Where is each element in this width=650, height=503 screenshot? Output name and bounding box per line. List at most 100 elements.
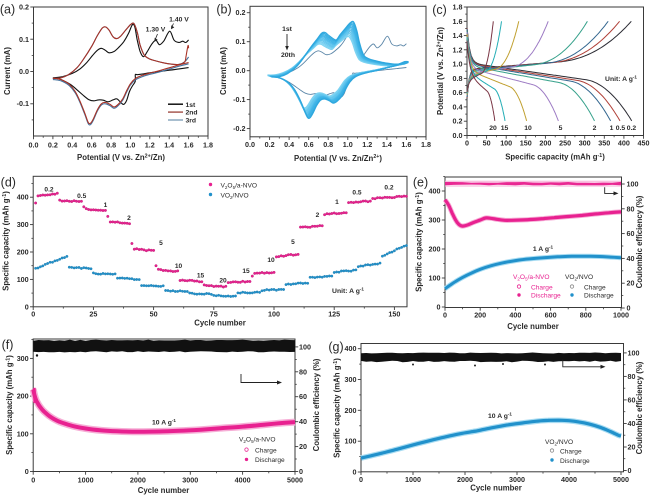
svg-text:0.2: 0.2 bbox=[44, 187, 53, 194]
svg-text:1.4: 1.4 bbox=[453, 31, 463, 40]
svg-text:0.4: 0.4 bbox=[284, 140, 294, 149]
svg-text:Current (mA): Current (mA) bbox=[3, 47, 12, 95]
svg-text:Specific capacity (mAh g-1): Specific capacity (mAh g-1) bbox=[333, 358, 342, 458]
svg-text:2: 2 bbox=[593, 125, 597, 132]
svg-text:300: 300 bbox=[429, 216, 441, 225]
svg-text:0.1: 0.1 bbox=[236, 37, 246, 46]
svg-text:450: 450 bbox=[638, 139, 650, 148]
svg-text:0: 0 bbox=[31, 310, 35, 319]
svg-text:100: 100 bbox=[345, 437, 357, 446]
svg-text:60: 60 bbox=[627, 229, 635, 238]
svg-text:0.0: 0.0 bbox=[245, 140, 255, 149]
svg-text:100: 100 bbox=[500, 139, 512, 148]
svg-text:50: 50 bbox=[150, 310, 158, 319]
svg-text:0: 0 bbox=[25, 467, 29, 476]
svg-text:200: 200 bbox=[17, 248, 29, 257]
svg-text:0.4: 0.4 bbox=[67, 141, 77, 150]
svg-text:100: 100 bbox=[627, 180, 639, 189]
svg-text:200: 200 bbox=[474, 310, 486, 319]
svg-text:1: 1 bbox=[610, 125, 614, 132]
svg-text:V2O5/a-NVO: V2O5/a-NVO bbox=[239, 437, 276, 445]
svg-text:400: 400 bbox=[17, 193, 29, 202]
svg-text:Current (mA): Current (mA) bbox=[219, 47, 228, 95]
svg-text:400: 400 bbox=[618, 139, 630, 148]
svg-text:0.0: 0.0 bbox=[19, 67, 29, 76]
svg-text:Charge: Charge bbox=[560, 448, 582, 455]
svg-text:3rd: 3rd bbox=[186, 118, 197, 125]
svg-text:15: 15 bbox=[197, 273, 205, 280]
svg-text:2nd: 2nd bbox=[186, 110, 198, 117]
svg-text:4000: 4000 bbox=[235, 475, 251, 484]
svg-text:5: 5 bbox=[559, 125, 563, 132]
svg-text:100: 100 bbox=[429, 274, 441, 283]
svg-text:1.4: 1.4 bbox=[164, 141, 174, 150]
svg-text:Discharge: Discharge bbox=[255, 457, 285, 464]
svg-text:100: 100 bbox=[17, 275, 29, 284]
svg-text:1 A g-1: 1 A g-1 bbox=[533, 244, 554, 253]
svg-text:Specific capacity (mAh g-1): Specific capacity (mAh g-1) bbox=[5, 355, 14, 455]
svg-text:1.6: 1.6 bbox=[184, 141, 194, 150]
svg-text:10 A g-1: 10 A g-1 bbox=[152, 418, 176, 427]
svg-text:Unit: A g-1: Unit: A g-1 bbox=[605, 74, 637, 83]
svg-text:100: 100 bbox=[17, 429, 29, 438]
svg-text:Coulombic efficiency (%): Coulombic efficiency (%) bbox=[312, 358, 321, 451]
svg-text:20: 20 bbox=[628, 443, 636, 452]
svg-text:Specific capacity (mAh g-1): Specific capacity (mAh g-1) bbox=[505, 153, 605, 162]
svg-text:0.2: 0.2 bbox=[48, 141, 58, 150]
svg-text:1: 1 bbox=[335, 199, 339, 206]
svg-text:VO2/NVO: VO2/NVO bbox=[565, 274, 593, 282]
svg-text:10: 10 bbox=[524, 125, 532, 132]
svg-text:Coulombic efficiency (%): Coulombic efficiency (%) bbox=[635, 361, 644, 454]
svg-text:1.40 V: 1.40 V bbox=[169, 17, 189, 24]
svg-text:10 A g-1: 10 A g-1 bbox=[488, 411, 512, 420]
svg-text:200: 200 bbox=[429, 245, 441, 254]
svg-text:10: 10 bbox=[175, 263, 183, 270]
svg-text:20: 20 bbox=[219, 278, 227, 285]
svg-text:20: 20 bbox=[489, 125, 497, 132]
svg-text:0.8: 0.8 bbox=[323, 140, 333, 149]
svg-text:(b): (b) bbox=[216, 3, 231, 17]
svg-text:1st: 1st bbox=[282, 26, 293, 33]
svg-text:5: 5 bbox=[159, 240, 163, 247]
svg-text:(d): (d) bbox=[1, 176, 16, 190]
svg-text:Coulombic efficiency (%): Coulombic efficiency (%) bbox=[635, 195, 644, 288]
svg-text:125: 125 bbox=[328, 310, 340, 319]
svg-text:1.6: 1.6 bbox=[453, 17, 463, 26]
svg-text:5: 5 bbox=[291, 239, 295, 246]
svg-text:600: 600 bbox=[545, 310, 557, 319]
svg-text:0.2: 0.2 bbox=[265, 140, 275, 149]
svg-text:1.30 V: 1.30 V bbox=[146, 27, 166, 34]
svg-text:0.2: 0.2 bbox=[19, 3, 29, 12]
svg-text:40: 40 bbox=[299, 417, 307, 426]
svg-text:V2O5/a-NVO: V2O5/a-NVO bbox=[221, 182, 258, 190]
svg-text:2000: 2000 bbox=[457, 475, 473, 484]
svg-text:300: 300 bbox=[345, 375, 357, 384]
svg-text:100: 100 bbox=[268, 310, 280, 319]
svg-text:5000: 5000 bbox=[613, 475, 629, 484]
svg-text:0.8: 0.8 bbox=[453, 74, 463, 83]
svg-text:(e): (e) bbox=[413, 176, 428, 190]
svg-text:1.8: 1.8 bbox=[421, 140, 431, 149]
svg-text:250: 250 bbox=[559, 139, 571, 148]
svg-text:Potential (V vs. Zn2+/Zn): Potential (V vs. Zn2+/Zn) bbox=[77, 153, 165, 162]
svg-text:150: 150 bbox=[520, 139, 532, 148]
svg-text:0: 0 bbox=[359, 475, 363, 484]
svg-text:Charge: Charge bbox=[531, 284, 553, 291]
svg-text:20: 20 bbox=[299, 442, 307, 451]
svg-text:0: 0 bbox=[299, 467, 303, 476]
svg-text:Discharge: Discharge bbox=[560, 458, 590, 465]
svg-text:1.2: 1.2 bbox=[453, 45, 463, 54]
svg-text:0: 0 bbox=[628, 466, 632, 475]
svg-text:2: 2 bbox=[127, 215, 131, 222]
svg-text:0.5: 0.5 bbox=[352, 190, 361, 197]
svg-text:1st: 1st bbox=[186, 102, 197, 109]
svg-text:0.2: 0.2 bbox=[453, 117, 463, 126]
svg-text:0.0: 0.0 bbox=[453, 131, 463, 140]
svg-text:1.0: 1.0 bbox=[453, 60, 463, 69]
svg-text:150: 150 bbox=[388, 310, 400, 319]
svg-text:200: 200 bbox=[345, 406, 357, 415]
svg-text:(a): (a) bbox=[0, 3, 15, 17]
svg-text:1.0: 1.0 bbox=[343, 140, 353, 149]
svg-text:0.5: 0.5 bbox=[616, 125, 626, 132]
svg-text:Charge: Charge bbox=[584, 284, 606, 291]
